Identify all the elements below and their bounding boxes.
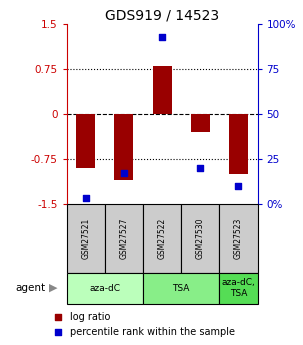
Text: GSM27521: GSM27521: [81, 217, 90, 259]
Bar: [67, 273, 143, 304]
Text: ▶: ▶: [48, 283, 57, 293]
Bar: [181, 204, 219, 273]
Text: GSM27527: GSM27527: [119, 217, 128, 259]
Point: [160, 34, 165, 39]
Point: [55, 329, 60, 335]
Title: GDS919 / 14523: GDS919 / 14523: [105, 9, 219, 23]
Point: [236, 183, 241, 188]
Text: aza-dC: aza-dC: [89, 284, 120, 293]
Point: [83, 195, 88, 201]
Bar: [76, 114, 95, 168]
Text: log ratio: log ratio: [70, 312, 110, 322]
Bar: [219, 204, 258, 273]
Bar: [105, 204, 143, 273]
Bar: [219, 273, 258, 304]
Point: [198, 165, 203, 170]
Text: aza-dC,
TSA: aza-dC, TSA: [221, 278, 255, 298]
Text: TSA: TSA: [172, 284, 190, 293]
Text: percentile rank within the sample: percentile rank within the sample: [70, 327, 235, 337]
Point: [122, 170, 126, 176]
Point: [55, 314, 60, 319]
Text: GSM27522: GSM27522: [158, 217, 167, 259]
Bar: [115, 114, 133, 180]
Bar: [191, 114, 210, 132]
Text: GSM27523: GSM27523: [234, 217, 243, 259]
Bar: [229, 114, 248, 174]
Bar: [143, 273, 219, 304]
Bar: [143, 204, 181, 273]
Text: agent: agent: [15, 283, 45, 293]
Bar: [67, 204, 105, 273]
Bar: [152, 66, 171, 114]
Text: GSM27530: GSM27530: [196, 217, 205, 259]
